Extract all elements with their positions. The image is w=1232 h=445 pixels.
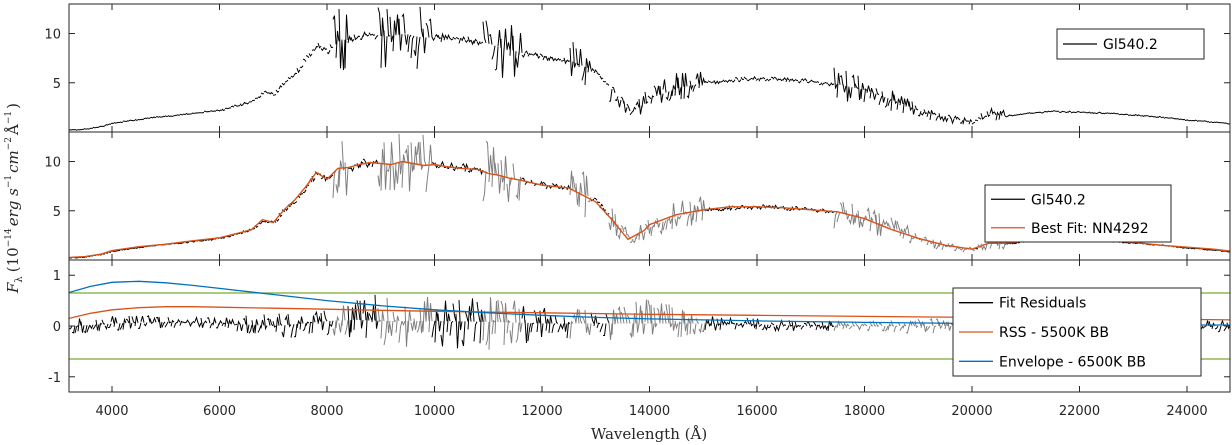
telluric-segment	[332, 133, 1006, 253]
x-tick-label: 10000	[414, 404, 455, 419]
y-tick-label: -1	[48, 371, 61, 386]
legend-label: Gl540.2	[1103, 37, 1158, 53]
legend-label: RSS - 5500K BB	[999, 325, 1109, 341]
y-tick-label: 0	[53, 320, 61, 335]
legend-label: Gl540.2	[1031, 192, 1086, 208]
y-tick-label: 5	[53, 205, 61, 220]
x-tick-label: 24000	[1166, 404, 1207, 419]
y-tick-label: 10	[44, 156, 61, 171]
x-axis-ticks: 4000 6000 8000 10000 12000 14000 16000 18000 200…	[95, 4, 1208, 419]
x-tick-label: 14000	[629, 404, 670, 419]
series-line	[69, 280, 1230, 326]
y-tick-label: 10	[44, 28, 61, 43]
x-tick-label: 4000	[95, 404, 128, 419]
legend-fit-panel: Gl540.2 Best Fit: NN4292	[984, 184, 1172, 243]
legend-observed-panel: Gl540.2	[1056, 28, 1205, 60]
legend-residuals-panel: Fit Residuals RSS - 5500K BB Envelope - 65…	[952, 287, 1202, 377]
x-tick-label: 20000	[951, 404, 992, 419]
legend-label: Best Fit: NN4292	[1031, 221, 1149, 237]
series-fit-2	[69, 160, 1230, 259]
legend-box	[952, 287, 1202, 377]
series-residuals-3	[69, 280, 1230, 326]
axes-frame	[68, 3, 1231, 133]
legend-box	[984, 184, 1172, 243]
x-tick-label: 18000	[844, 404, 885, 419]
x-tick-label: 12000	[521, 404, 562, 419]
y-axis-title: Fλ(10−14erg s−1cm−2Å−1)	[4, 103, 25, 294]
x-tick-label: 8000	[310, 404, 343, 419]
observed-spectrum-panel: 5 10 Gl540.2	[44, 3, 1231, 133]
series-line	[69, 160, 1230, 259]
y-tick-label: 1	[53, 269, 61, 284]
x-axis-title: Wavelength (Å)	[591, 425, 707, 443]
x-tick-label: 22000	[1059, 404, 1100, 419]
series-line	[69, 6, 1230, 131]
legend-label: Fit Residuals	[999, 296, 1086, 312]
best-fit-panel: 5 10 Gl540.2 Best Fit: NN4292	[44, 131, 1231, 261]
x-tick-label: 6000	[203, 404, 236, 419]
legend-label: Envelope - 6500K BB	[999, 354, 1146, 370]
series-observed-1	[69, 6, 1230, 131]
x-tick-label: 16000	[736, 404, 777, 419]
y-tick-label: 5	[53, 77, 61, 92]
residuals-panel: -1 0 1 Fit Residuals RSS - 5500K BB Envelope…	[48, 259, 1231, 393]
